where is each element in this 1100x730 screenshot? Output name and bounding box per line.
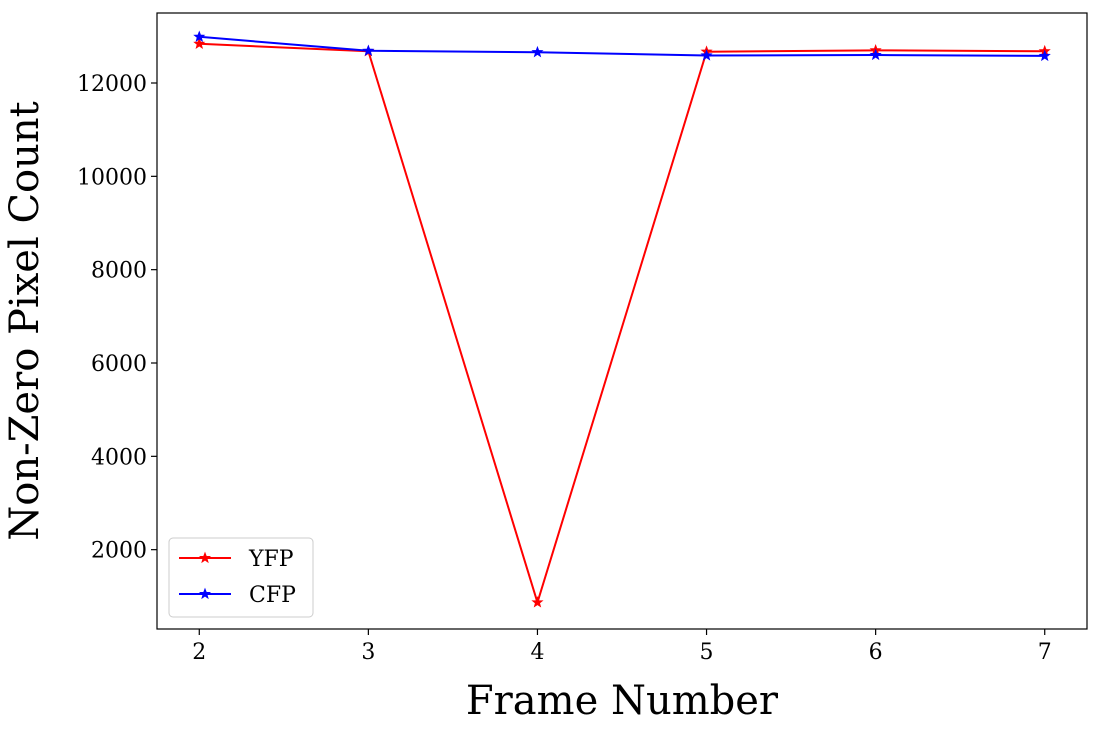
series-layer	[193, 30, 1051, 608]
x-tick-label: 4	[530, 640, 544, 665]
plot-frame	[156, 12, 1088, 630]
legend-label-yfp: YFP	[248, 547, 294, 572]
x-tick-label: 3	[361, 640, 375, 665]
data-point-cfp	[869, 48, 882, 61]
y-tick-label: 2000	[91, 539, 147, 564]
plot-area	[157, 13, 1087, 629]
y-tick-label: 10000	[77, 165, 147, 190]
data-point-yfp	[531, 596, 544, 608]
legend-marker-yfp	[198, 551, 212, 564]
x-tick-label: 2	[192, 640, 206, 665]
data-point-yfp	[193, 37, 206, 49]
x-tick-label: 5	[700, 640, 714, 665]
x-axis: 2 3 4 5 6 7	[192, 629, 1052, 665]
data-point-cfp	[531, 45, 544, 58]
legend-label-cfp: CFP	[249, 583, 296, 608]
y-tick-label: 12000	[77, 72, 147, 97]
y-tick-label: 6000	[91, 352, 147, 377]
y-axis-title: Non-Zero Pixel Count	[2, 101, 48, 540]
x-axis-title: Frame Number	[466, 678, 779, 724]
y-tick-label: 4000	[91, 445, 147, 470]
x-tick-label: 7	[1038, 640, 1052, 665]
series-line-cfp	[199, 35, 1045, 57]
x-tick-label: 6	[869, 640, 883, 665]
data-point-cfp	[193, 30, 206, 42]
series-line-yfp	[199, 42, 1045, 604]
y-tick-label: 8000	[91, 259, 147, 284]
y-axis: 2000 4000 6000 8000 10000 12000	[77, 72, 157, 564]
legend: YFP CFP	[168, 537, 314, 618]
legend-marker-cfp	[198, 587, 212, 600]
data-point-cfp	[1038, 49, 1051, 62]
data-point-cfp	[700, 49, 713, 61]
data-point-cfp	[362, 44, 375, 56]
